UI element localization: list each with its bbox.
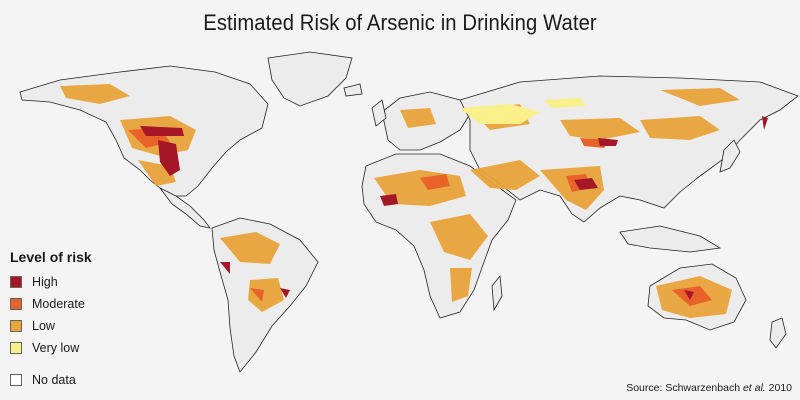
legend-label-low: Low (32, 319, 55, 333)
land-masses (19, 51, 799, 373)
legend-swatch-high (10, 276, 22, 288)
risk-high-areas (140, 116, 768, 300)
legend-swatch-low (10, 320, 22, 332)
se-asia-islands (619, 225, 722, 253)
legend-swatch-no-data (10, 374, 22, 386)
iceland (343, 83, 363, 97)
legend-item-very-low: Very low (10, 337, 130, 359)
legend-swatch-moderate (10, 298, 22, 310)
map-title: Estimated Risk of Arsenic in Drinking Wa… (203, 10, 597, 35)
new-zealand (769, 317, 787, 349)
legend-item-high: High (10, 271, 130, 293)
risk-very-low-areas (460, 98, 586, 124)
legend-swatch-very-low (10, 342, 22, 354)
source-italic: et al. (742, 382, 766, 394)
source-suffix: 2010 (765, 382, 792, 394)
legend-item-low: Low (10, 315, 130, 337)
legend-label-very-low: Very low (32, 341, 80, 355)
central-america (159, 187, 211, 229)
madagascar (491, 274, 503, 312)
legend-item-no-data: No data (10, 369, 130, 391)
legend-label-moderate: Moderate (32, 297, 85, 311)
legend-title: Level of risk (10, 249, 92, 265)
legend: Level of risk High Moderate Low Very low… (10, 249, 130, 391)
legend-label-no-data: No data (32, 373, 76, 387)
source-prefix: Source: Schwarzenbach (626, 382, 743, 394)
great-britain (371, 99, 387, 127)
japan (719, 139, 741, 173)
legend-label-high: High (32, 275, 58, 289)
source-credit: Source: Schwarzenbach et al. 2010 (626, 382, 792, 394)
greenland (267, 51, 353, 107)
legend-item-moderate: Moderate (10, 293, 130, 315)
